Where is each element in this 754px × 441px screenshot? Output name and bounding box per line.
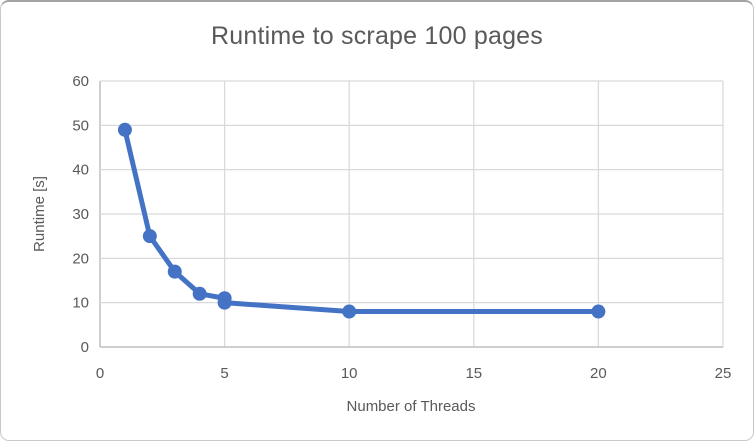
data-point — [342, 304, 357, 319]
data-point — [192, 286, 207, 301]
data-point — [117, 122, 132, 137]
data-point — [142, 229, 157, 244]
y-tick-label: 10 — [72, 295, 89, 312]
y-tick-label: 60 — [72, 73, 89, 90]
chart-title: Runtime to scrape 100 pages — [211, 22, 543, 50]
data-point — [591, 304, 606, 319]
y-tick-label: 50 — [72, 117, 89, 134]
x-tick-label: 0 — [96, 365, 104, 382]
y-axis-title: Runtime [s] — [31, 176, 48, 252]
x-axis-title: Number of Threads — [347, 398, 476, 415]
x-tick-label: 20 — [590, 365, 607, 382]
data-point — [217, 295, 232, 310]
x-tick-label: 25 — [715, 365, 732, 382]
data-point — [167, 264, 182, 279]
series-layer — [117, 122, 606, 319]
y-tick-label: 30 — [72, 206, 89, 223]
data-line — [122, 127, 601, 315]
x-tick-label: 15 — [465, 365, 482, 382]
x-tick-label: 10 — [341, 365, 358, 382]
x-tick-label: 5 — [220, 365, 228, 382]
y-tick-label: 0 — [81, 339, 89, 356]
y-tick-label: 20 — [72, 250, 89, 267]
tick-labels-layer: 0 5 10 15 20 25 0 10 20 30 40 50 60 — [72, 73, 731, 382]
gridlines-layer — [99, 80, 724, 348]
y-tick-label: 40 — [72, 162, 89, 179]
